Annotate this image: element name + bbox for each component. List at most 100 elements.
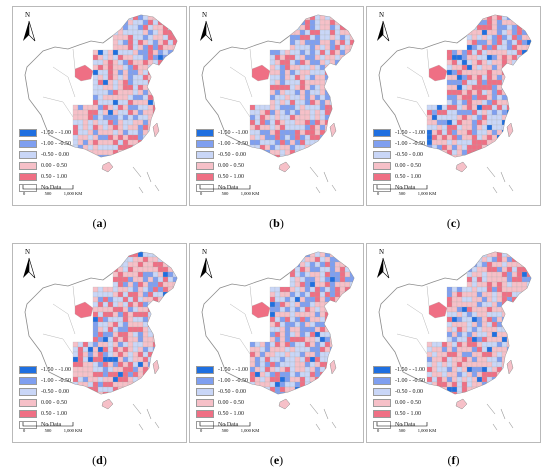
county-cell [148,165,153,170]
county-cell [289,371,296,378]
county-cell [446,326,453,333]
county-cell [446,89,453,96]
county-cell [355,312,360,317]
legend-label: 0.00 - 0.50 [41,162,67,169]
county-cell [446,134,453,141]
county-cell [516,281,523,288]
county-cell [446,64,453,71]
county-cell [142,59,149,66]
county-cell [344,276,351,283]
county-cell [147,104,154,111]
county-cell [436,341,443,348]
county-cell [269,89,276,96]
county-cell [300,397,305,402]
county-cell [102,139,109,146]
county-cell [137,321,144,328]
county-cell [97,139,104,146]
county-cell [466,94,473,101]
county-cell [471,44,478,51]
county-cell [466,154,473,157]
county-cell [516,256,523,263]
county-cell [516,266,523,273]
county-cell [339,79,346,86]
county-cell [304,154,311,157]
county-cell [269,109,276,116]
county-cell [294,104,301,111]
county-cell [254,346,261,353]
county-cell [82,351,89,358]
county-cell [284,79,291,86]
legend-swatch [19,128,37,137]
county-cell [147,261,154,268]
county-cell [314,331,321,338]
county-cell [162,154,169,157]
county-cell [279,326,286,333]
county-cell [294,271,301,278]
county-cell [269,114,276,121]
county-cell [97,341,104,348]
county-cell [426,351,433,358]
county-cell [466,49,473,56]
county-cell [471,19,478,26]
county-cell [172,94,177,101]
county-cell [481,261,488,268]
county-cell [309,99,316,106]
county-cell [467,397,472,402]
county-cell [339,266,346,273]
county-cell [329,316,336,323]
county-cell [102,64,109,71]
county-cell [355,165,360,170]
county-cell [471,286,478,293]
county-cell [132,64,139,71]
county-cell [511,321,518,328]
county-cell [339,144,346,151]
county-cell [349,114,354,121]
county-cell [491,34,498,41]
county-cell [279,336,286,343]
county-cell [491,281,498,288]
county-cell [294,321,301,328]
county-cell [142,109,149,116]
county-cell [138,160,143,165]
county-cell [532,40,537,45]
county-cell [492,402,497,407]
county-cell [334,326,341,333]
county-cell [466,24,473,31]
county-cell [506,326,513,333]
county-cell [532,80,537,85]
county-cell [314,29,321,36]
county-cell [314,54,321,61]
county-cell [102,346,109,353]
county-cell [72,371,79,378]
county-cell [152,386,159,393]
county-cell [299,44,306,51]
map-panel-d: N -1.50 - -1.00 -1.00 - -0.50 -0.50 - 0.00 0… [12,243,187,443]
county-cell [314,109,321,116]
county-cell [471,391,478,394]
county-cell [113,397,118,402]
county-cell [284,114,291,121]
county-cell [142,89,149,96]
county-cell [309,29,316,36]
county-cell [506,44,513,51]
county-cell [446,316,453,323]
county-cell [349,386,354,393]
county-cell [471,59,478,66]
county-cell [112,346,119,353]
county-cell [526,271,531,278]
county-cell [157,54,164,61]
county-cell [92,59,99,66]
county-cell [162,99,169,106]
county-cell [112,266,119,273]
county-cell [167,44,174,51]
county-cell [112,64,119,71]
county-cell [284,316,291,323]
county-cell [501,104,508,111]
county-cell [446,336,453,343]
county-cell [319,19,326,26]
county-cell [355,140,360,145]
county-cell [299,74,306,81]
county-cell [122,391,129,394]
county-cell [127,109,134,116]
county-cell [97,391,104,394]
